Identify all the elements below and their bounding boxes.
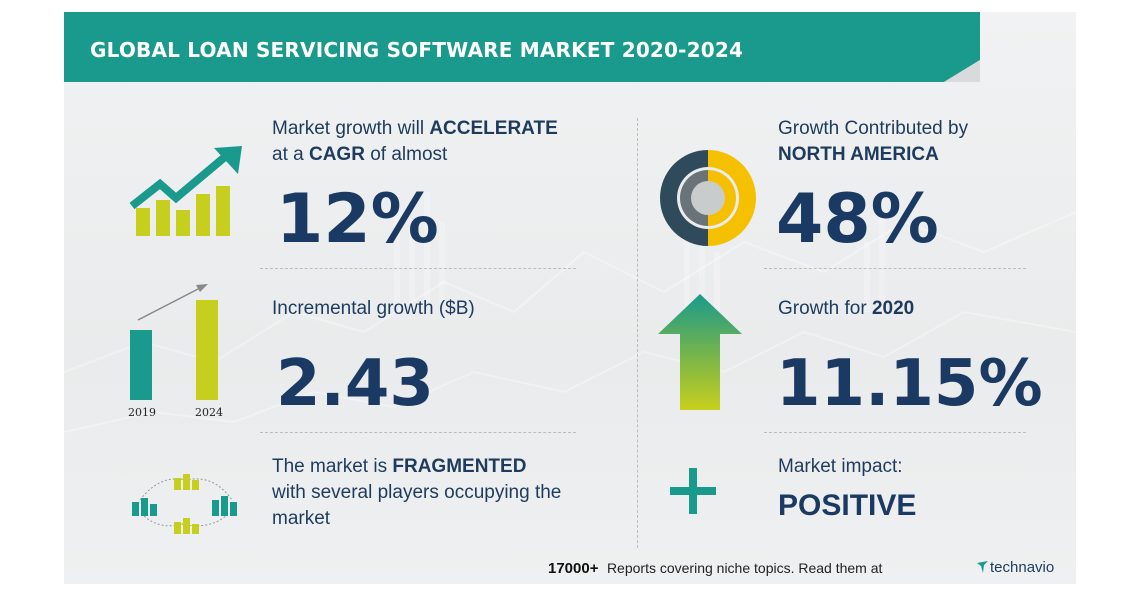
year-start-label: 2019	[128, 406, 156, 419]
cagr-label-line2: at a	[272, 144, 309, 165]
incremental-label: Incremental growth ($B)	[272, 298, 475, 319]
page-title: GLOBAL LOAN SERVICING SOFTWARE MARKET 20…	[90, 38, 744, 62]
incremental-value: 2.43	[276, 347, 434, 421]
region-label-text: Growth Contributed by	[778, 118, 969, 139]
impact-label: Market impact:	[778, 456, 903, 477]
cagr-accelerate-text: ACCELERATE	[429, 118, 558, 139]
region-value: 48%	[776, 180, 939, 259]
background-decoration	[64, 192, 1076, 433]
vendor-line3: market	[272, 508, 331, 529]
year-end-label: 2024	[195, 406, 223, 419]
vendor-line1: The market is	[272, 456, 393, 477]
logo-mark-icon	[977, 561, 988, 573]
divider	[260, 268, 576, 269]
infographic-card: GLOBAL LOAN SERVICING SOFTWARE MARKET 20…	[64, 12, 1076, 584]
yoy-value: 11.15%	[776, 347, 1043, 421]
bar-growth-icon	[130, 284, 218, 400]
plus-icon	[670, 468, 716, 514]
fragmented-text: FRAGMENTED	[392, 456, 527, 477]
technavio-logo[interactable]: technavio	[976, 559, 1054, 576]
vendor-label: The market is FRAGMENTED with several pl…	[272, 454, 561, 532]
cagr-value: 12%	[276, 180, 439, 259]
divider	[260, 432, 576, 433]
up-arrow-icon	[658, 294, 742, 410]
region-label: Growth Contributed by NORTH AMERICA	[778, 116, 968, 168]
report-count: 17000+	[548, 560, 599, 577]
brand-name: technavio	[990, 559, 1055, 576]
divider	[764, 432, 1026, 433]
vendor-line2: with several players occupying the	[272, 482, 562, 503]
impact-value: POSITIVE	[778, 489, 917, 522]
footer-text: Reports covering niche topics. Read them…	[606, 560, 883, 576]
fragmented-market-icon	[132, 474, 237, 534]
cagr-keyword: CAGR	[308, 144, 365, 165]
cagr-label: Market growth will ACCELERATE at a CAGR …	[272, 116, 558, 168]
donut-chart-icon	[660, 150, 756, 246]
cagr-label-line1: Market growth will	[272, 118, 430, 139]
region-name: NORTH AMERICA	[778, 144, 939, 165]
yoy-label-text: Growth for	[778, 298, 872, 319]
divider	[764, 268, 1026, 269]
column-divider	[637, 118, 638, 548]
title-banner	[64, 12, 980, 82]
yoy-label: Growth for 2020	[778, 296, 914, 322]
cagr-label-line2-end: of almost	[364, 144, 448, 165]
yoy-year: 2020	[871, 298, 915, 319]
growth-chart-icon	[129, 146, 242, 236]
footer: 17000+ Reports covering niche topics. Re…	[548, 560, 1068, 584]
